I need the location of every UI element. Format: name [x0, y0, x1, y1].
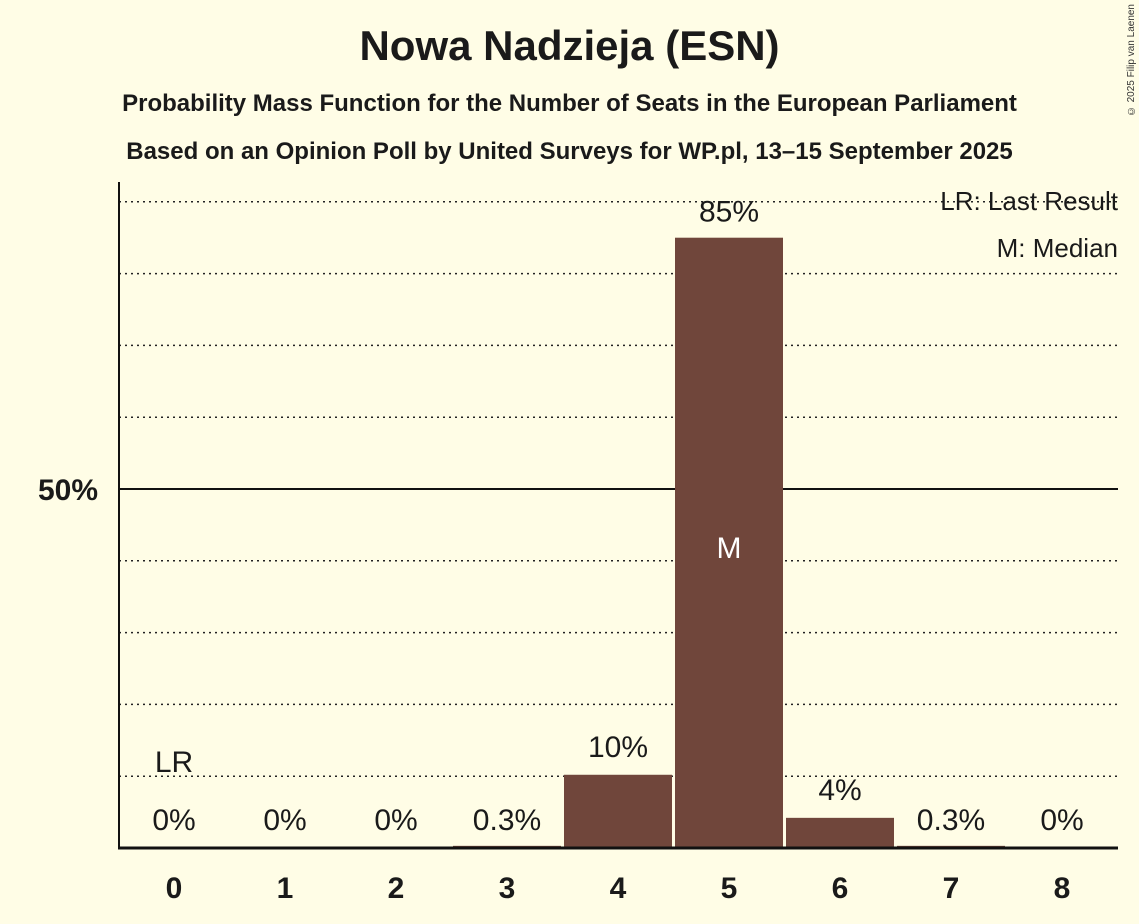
last-result-marker: LR	[155, 746, 193, 779]
data-label-8: 0%	[1040, 804, 1083, 837]
bar-4	[564, 774, 672, 848]
x-tick-7: 7	[943, 872, 960, 905]
legend-median: M: Median	[997, 233, 1118, 263]
legend-last-result: LR: Last Result	[940, 186, 1119, 216]
x-tick-1: 1	[277, 872, 294, 905]
x-tick-6: 6	[832, 872, 849, 905]
bar-6	[786, 817, 894, 848]
data-label-0: 0%	[152, 804, 195, 837]
x-tick-4: 4	[610, 872, 627, 905]
y-tick-label: 50%	[38, 474, 98, 507]
data-label-5: 85%	[699, 196, 759, 229]
chart-subtitle-source: Based on an Opinion Poll by United Surve…	[126, 138, 1013, 165]
data-label-6: 4%	[818, 774, 861, 807]
median-marker: M	[717, 532, 742, 565]
data-label-4: 10%	[588, 731, 648, 764]
bar-5	[675, 237, 783, 848]
x-tick-3: 3	[499, 872, 516, 905]
x-tick-2: 2	[388, 872, 405, 905]
data-label-7: 0.3%	[917, 804, 985, 837]
x-tick-5: 5	[721, 872, 738, 905]
data-label-1: 0%	[263, 804, 306, 837]
data-label-2: 0%	[374, 804, 417, 837]
chart-title: Nowa Nadzieja (ESN)	[359, 22, 780, 69]
chart-subtitle: Probability Mass Function for the Number…	[122, 90, 1017, 117]
data-label-3: 0.3%	[473, 804, 541, 837]
x-tick-8: 8	[1054, 872, 1071, 905]
x-tick-0: 0	[166, 872, 183, 905]
